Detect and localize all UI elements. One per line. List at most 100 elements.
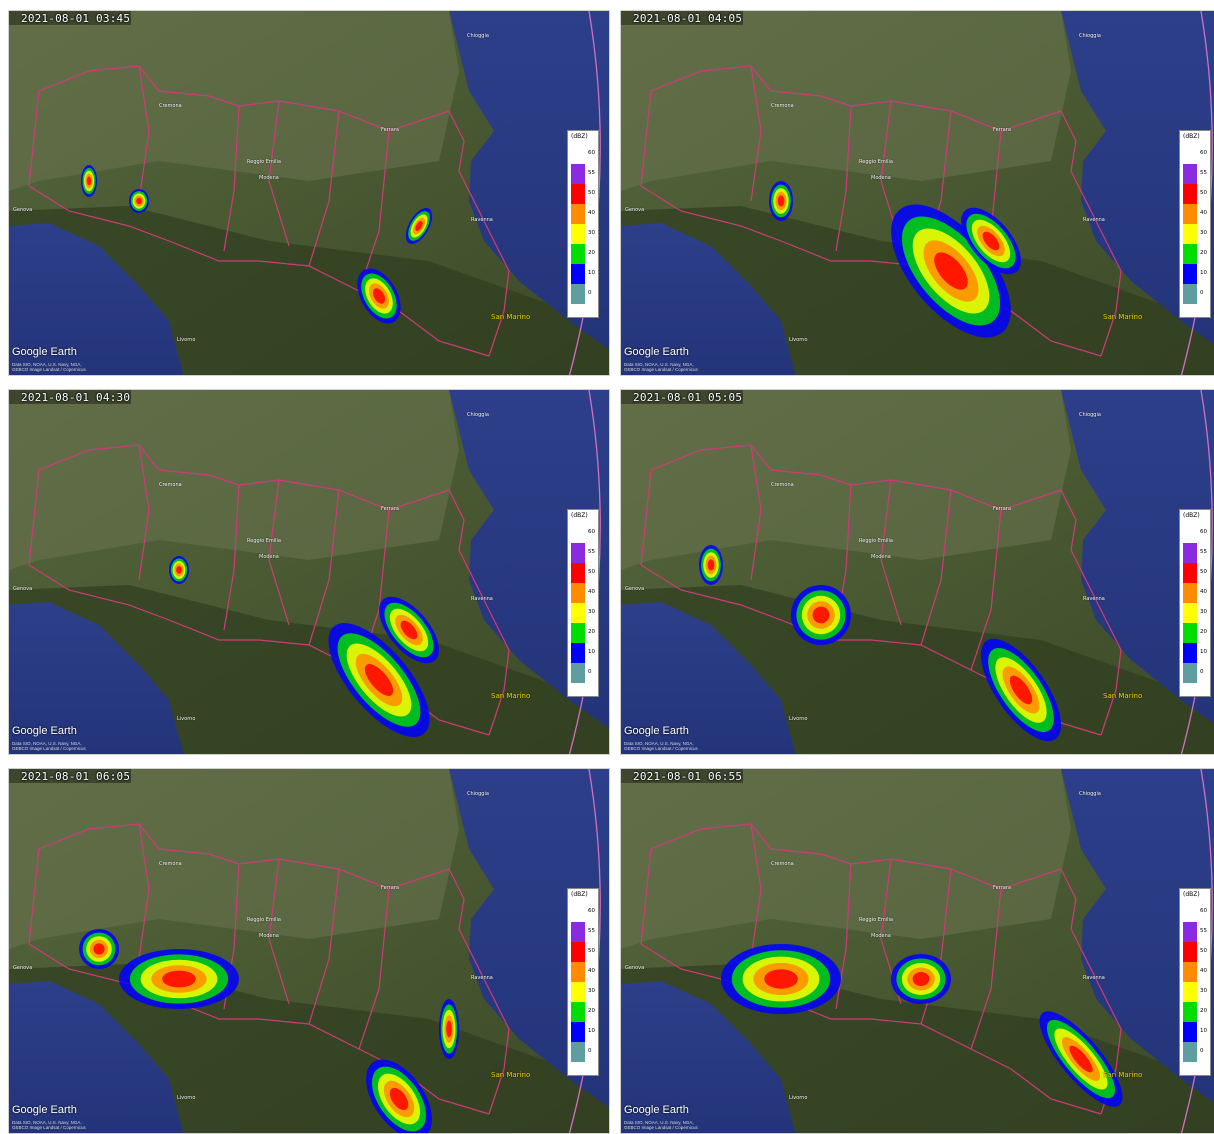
legend-swatch <box>1183 523 1197 543</box>
radar-echoes <box>769 181 1021 338</box>
place-label: Ravenna <box>471 975 493 981</box>
timestamp-backdrop <box>9 769 131 783</box>
place-label: Chioggia <box>1079 33 1101 39</box>
radar-range-arc <box>1180 769 1213 1133</box>
place-label: Cremona <box>159 482 182 488</box>
google-earth-logo: Google Earth <box>12 725 77 737</box>
place-label: Livorno <box>177 337 196 343</box>
legend-unit: (dBZ) <box>1183 512 1200 519</box>
legend-swatch <box>571 144 585 164</box>
place-label: Modena <box>871 175 891 181</box>
timestamp-backdrop <box>621 769 743 783</box>
legend-swatch <box>1183 643 1197 663</box>
legend-tick: 50 <box>1200 948 1207 954</box>
radar-range-arc <box>1180 11 1213 375</box>
place-label: Cremona <box>771 103 794 109</box>
radar-echoes <box>699 545 1062 742</box>
legend-tick: 60 <box>1200 150 1207 156</box>
legend-tick: 30 <box>1200 609 1207 615</box>
legend-swatch <box>1183 563 1197 583</box>
place-label: Ferrara <box>381 885 399 891</box>
place-label-san-marino: San Marino <box>491 1071 531 1079</box>
radar-range-arc <box>568 390 601 754</box>
legend-tick: 30 <box>588 609 595 615</box>
legend-colorbar <box>1183 902 1197 1072</box>
dbz-legend: (dBZ) 60 55 50 40 30 20 10 0 <box>567 509 599 697</box>
place-label-san-marino: San Marino <box>491 313 531 321</box>
po-plain <box>621 390 1071 570</box>
radar-range-arc <box>568 11 601 375</box>
legend-tick: 10 <box>588 1028 595 1034</box>
legend-unit: (dBZ) <box>571 512 588 519</box>
legend-tick: 40 <box>1200 968 1207 974</box>
place-label: Ravenna <box>471 596 493 602</box>
legend-swatch <box>1183 284 1197 304</box>
satellite-map <box>9 390 609 754</box>
place-label: Ferrara <box>993 127 1011 133</box>
po-plain <box>9 390 459 570</box>
legend-swatch <box>1183 962 1197 982</box>
legend-swatch <box>571 942 585 962</box>
po-plain <box>621 769 1071 949</box>
legend-tick: 60 <box>588 150 595 156</box>
legend-swatch <box>571 184 585 204</box>
place-label: Cremona <box>159 103 182 109</box>
legend-tick: 55 <box>588 170 595 176</box>
legend-tick: 20 <box>588 1008 595 1014</box>
place-label: Genova <box>13 965 33 971</box>
dbz-legend: (dBZ) 60 55 50 40 30 20 10 0 <box>1179 888 1211 1076</box>
place-label: Genova <box>13 207 33 213</box>
legend-tick: 30 <box>1200 988 1207 994</box>
radar-map-panel: 2021-08-01 05:05 Chioggia Cremona Reggio… <box>620 389 1214 755</box>
legend-swatch <box>571 962 585 982</box>
place-label: Ravenna <box>1083 975 1105 981</box>
place-label: Ravenna <box>471 217 493 223</box>
legend-tick: 0 <box>1200 1048 1204 1054</box>
radar-echo-cell <box>136 197 142 205</box>
place-label: Reggio Emilia <box>859 159 893 165</box>
legend-tick: 20 <box>1200 250 1207 256</box>
legend-swatch <box>1183 1022 1197 1042</box>
radar-echo-cell <box>389 1087 409 1111</box>
place-label: Modena <box>871 933 891 939</box>
satellite-map <box>621 390 1214 754</box>
timestamp-backdrop <box>9 11 131 25</box>
legend-tick: 50 <box>588 190 595 196</box>
legend-tick: 0 <box>588 290 592 296</box>
place-label: Reggio Emilia <box>859 538 893 544</box>
legend-tick: 10 <box>1200 649 1207 655</box>
legend-swatch <box>571 643 585 663</box>
radar-map-panel: 2021-08-01 03:45 Chioggia Cremona Reggio… <box>8 10 610 376</box>
google-earth-logo: Google Earth <box>624 346 689 358</box>
legend-swatch <box>1183 603 1197 623</box>
po-plain <box>621 11 1071 191</box>
timestamp-label: 2021-08-01 06:55 <box>633 770 743 783</box>
legend-swatch <box>1183 663 1197 683</box>
place-label: Ferrara <box>381 127 399 133</box>
map-credits: Data SIO, NOAA, U.S. Navy, NGA, GEBCO Im… <box>624 362 698 372</box>
legend-swatch <box>571 603 585 623</box>
satellite-map <box>621 769 1214 1133</box>
legend-tick: 55 <box>1200 170 1207 176</box>
adriatic-sea <box>1061 769 1214 1103</box>
satellite-map <box>9 769 609 1133</box>
place-label: Ravenna <box>1083 217 1105 223</box>
google-earth-logo: Google Earth <box>624 725 689 737</box>
legend-tick: 30 <box>588 988 595 994</box>
po-plain <box>9 11 459 191</box>
legend-swatch <box>571 244 585 264</box>
google-earth-logo: Google Earth <box>624 1104 689 1116</box>
timestamp-backdrop <box>9 390 131 404</box>
radar-map-panel: 2021-08-01 06:55 Chioggia Cremona Reggio… <box>620 768 1214 1134</box>
timestamp-label: 2021-08-01 03:45 <box>21 12 131 25</box>
legend-tick: 20 <box>588 629 595 635</box>
place-label: Modena <box>259 175 279 181</box>
dbz-legend: (dBZ) 60 55 50 40 30 20 10 0 <box>1179 130 1211 318</box>
satellite-map <box>621 11 1214 375</box>
legend-tick: 0 <box>588 669 592 675</box>
place-label: Livorno <box>789 337 808 343</box>
place-label: Reggio Emilia <box>247 917 281 923</box>
place-label: Chioggia <box>467 791 489 797</box>
legend-swatch <box>571 523 585 543</box>
legend-unit: (dBZ) <box>1183 133 1200 140</box>
